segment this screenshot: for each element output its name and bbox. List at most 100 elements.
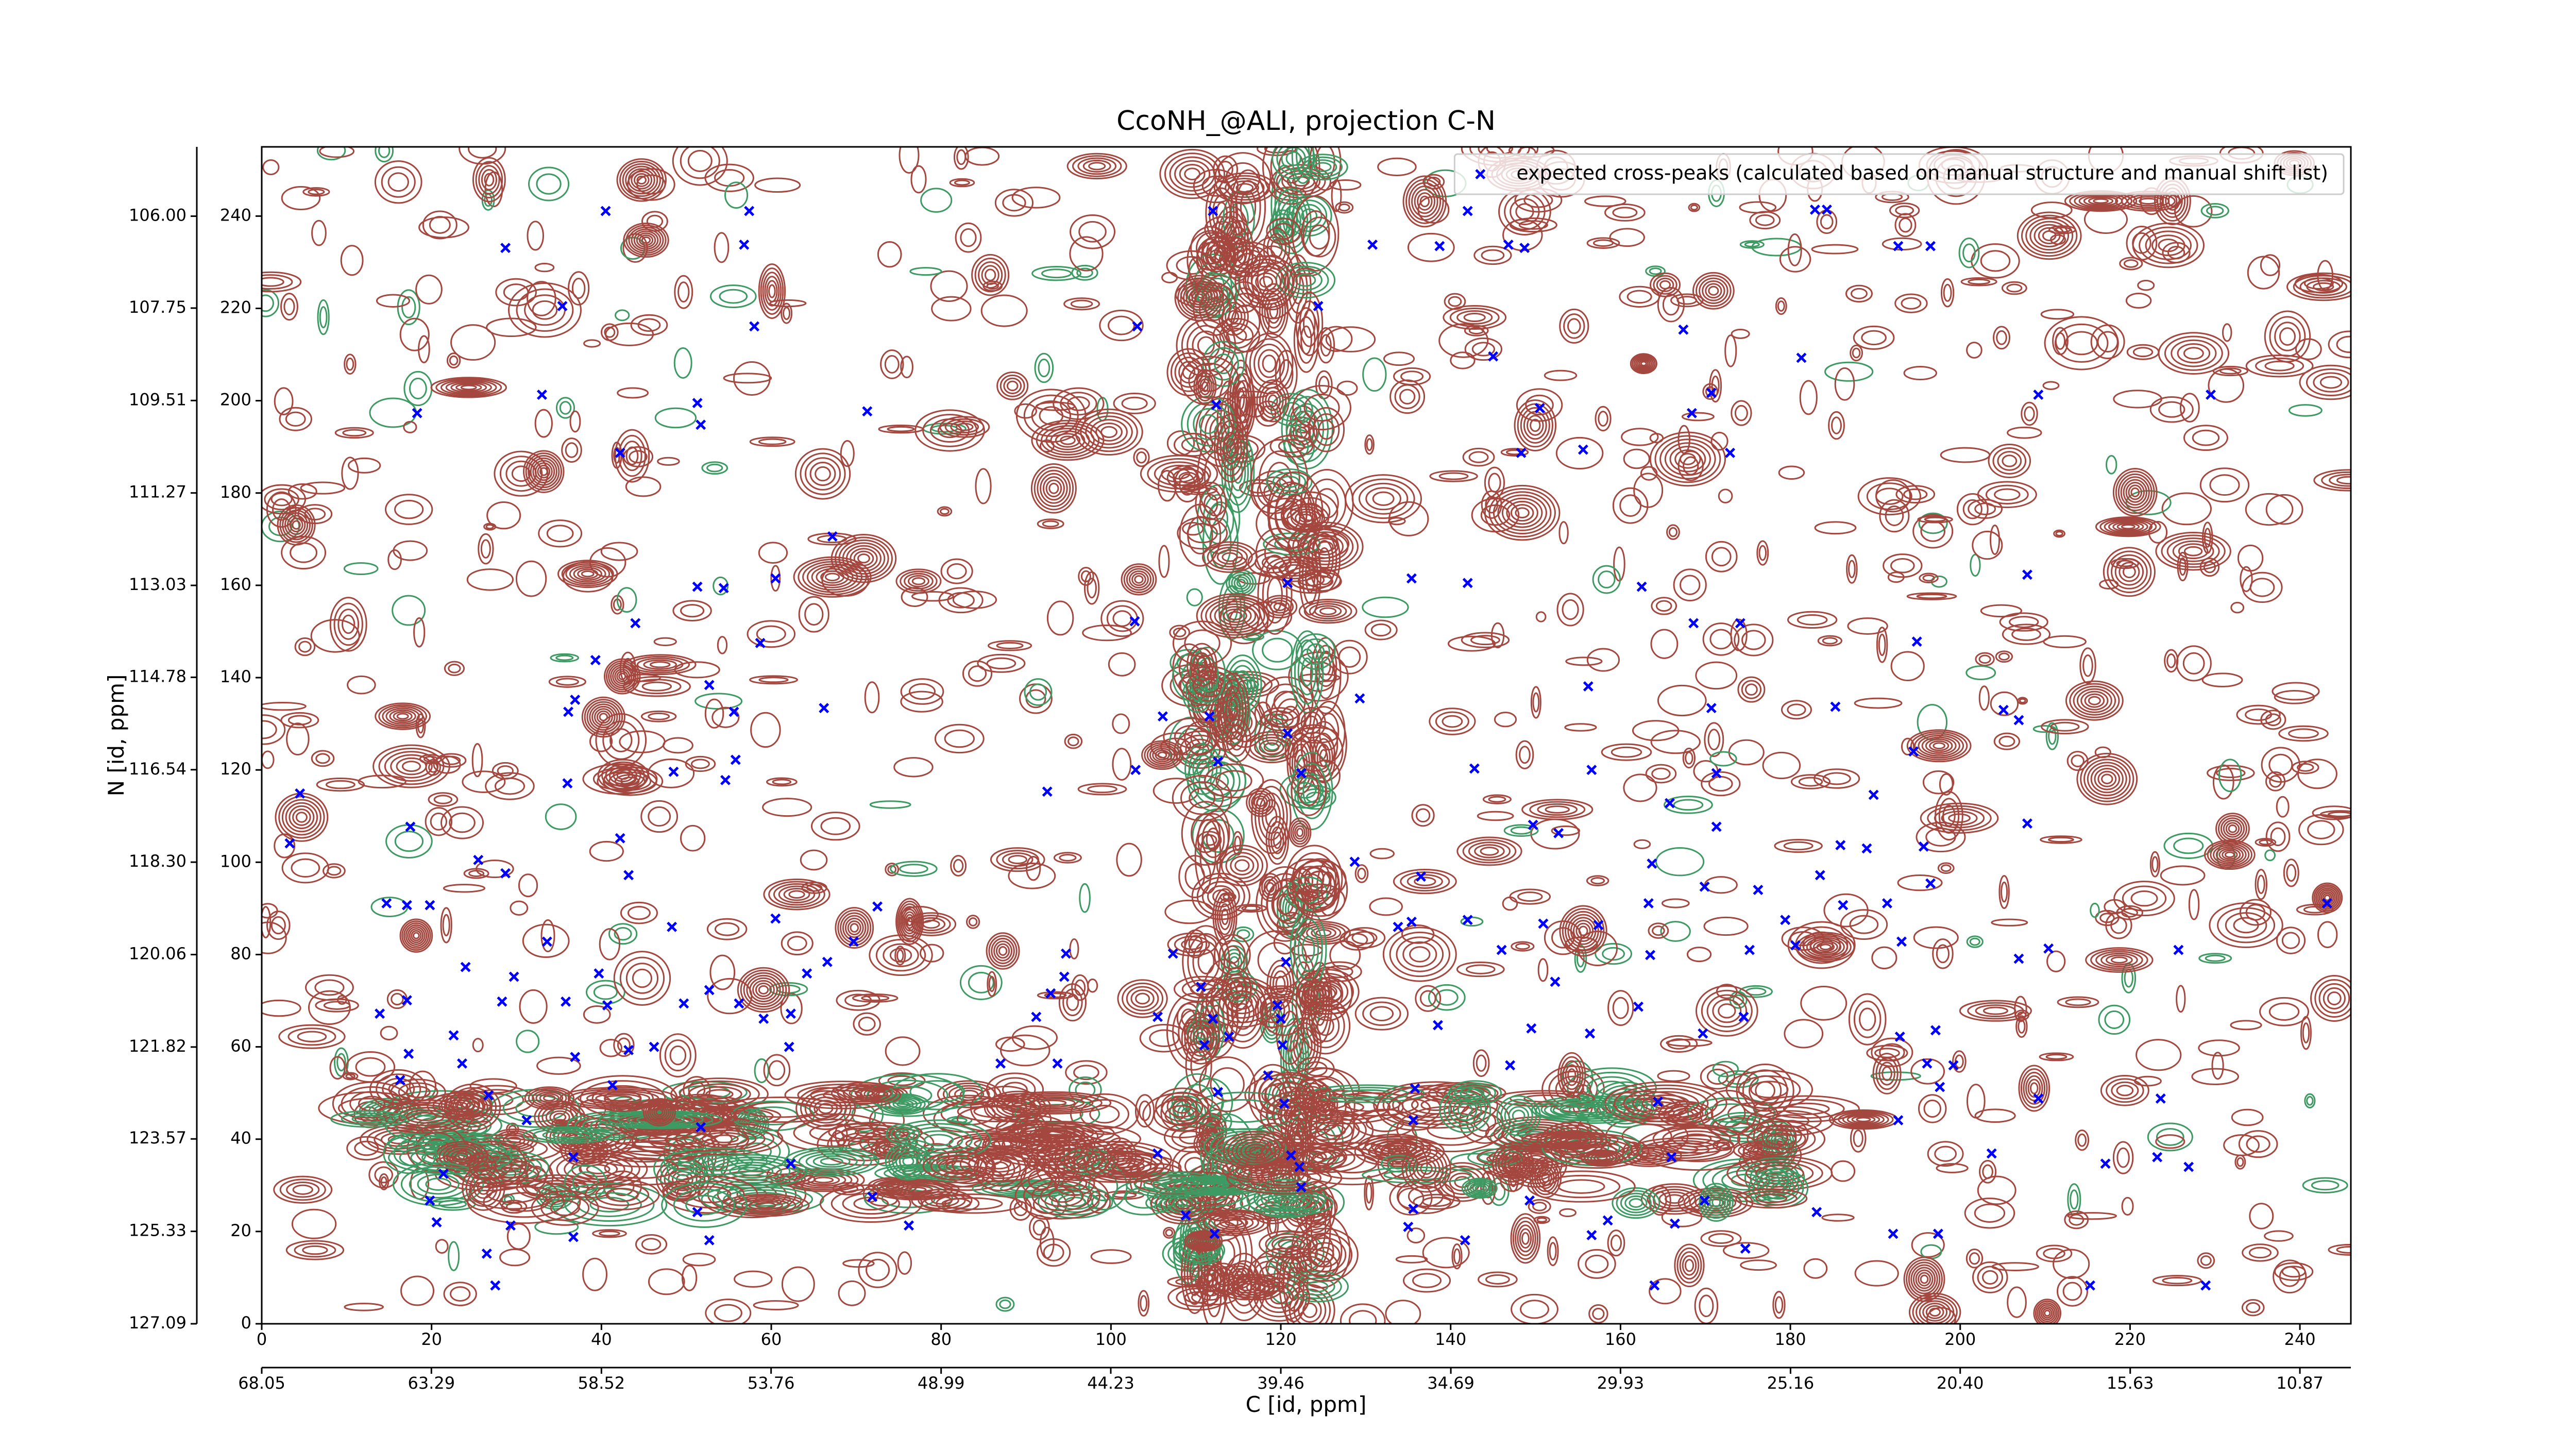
contour: [1590, 877, 1605, 885]
contour: [1202, 1211, 1265, 1234]
contour: [979, 1152, 1021, 1187]
contour: [811, 565, 854, 588]
contour: [1377, 1140, 1412, 1153]
contour: [1602, 947, 1625, 961]
contour: [405, 924, 428, 947]
cross-peak: [1157, 711, 1168, 722]
contour: [842, 915, 867, 941]
contour: [540, 919, 555, 952]
y2-tick-label: 125.33: [129, 1221, 187, 1240]
contour: [262, 999, 301, 1017]
contour: [1581, 1149, 1624, 1167]
contour: [1966, 342, 1982, 359]
contour: [475, 161, 503, 198]
contour: [262, 294, 274, 312]
contour: [1196, 236, 1236, 277]
contour: [1025, 1130, 1088, 1170]
contour: [902, 1156, 914, 1167]
contour: [1294, 825, 1306, 840]
contour: [1183, 1240, 1206, 1305]
contour: [899, 1153, 918, 1169]
contour: [1225, 852, 1259, 879]
contour: [631, 1122, 750, 1157]
contour: [1613, 546, 1625, 582]
contour: [477, 1181, 490, 1195]
contour: [266, 491, 297, 528]
contour: [316, 778, 365, 792]
contour: [1662, 1127, 1731, 1151]
contour: [1389, 931, 1450, 978]
contour: [1325, 965, 1353, 979]
contour: [1936, 1163, 1969, 1173]
cross-peak: [1496, 945, 1507, 955]
contour: [1190, 647, 1214, 682]
contour: [1291, 199, 1328, 232]
contour: [2272, 682, 2320, 701]
contour: [996, 642, 1024, 649]
contour: [1205, 180, 1239, 247]
contour: [1475, 1185, 1484, 1191]
contour: [308, 990, 351, 1025]
contour: [2264, 1230, 2294, 1242]
contour: [2021, 214, 2078, 257]
contour: [717, 636, 728, 654]
contour: [2166, 537, 2220, 565]
contour: [1997, 451, 2022, 471]
legend-label: expected cross-peaks (calculated based o…: [1516, 162, 2328, 184]
contour: [2200, 1255, 2212, 1266]
contour: [1737, 676, 1766, 703]
contour: [1670, 293, 1704, 308]
contour: [1278, 439, 1305, 453]
chart-title: CcoNH_@ALI, projection C-N: [1116, 106, 1496, 137]
contour: [1307, 643, 1325, 660]
contour: [375, 702, 431, 730]
cross-peak: [770, 573, 781, 584]
contour: [1031, 1180, 1092, 1211]
contour: [1138, 1100, 1151, 1121]
contour: [1095, 422, 1123, 442]
contour: [909, 1080, 965, 1103]
contour: [1601, 743, 1652, 761]
contour: [896, 949, 904, 962]
contour: [499, 1249, 531, 1267]
contour: [1480, 847, 1499, 856]
contour: [1461, 1177, 1498, 1199]
cross-peak: [570, 695, 581, 705]
contour: [343, 562, 379, 576]
contour: [1673, 799, 1704, 811]
contour: [532, 1128, 603, 1142]
y-tick-label: 0: [241, 1313, 251, 1333]
contour: [1279, 476, 1300, 488]
cross-peak: [1550, 976, 1561, 987]
contour: [1485, 1274, 1510, 1285]
contour: [1965, 665, 1996, 681]
cross-peak: [1699, 1195, 1710, 1206]
contour: [1940, 864, 1952, 872]
contour: [737, 1167, 765, 1176]
contour: [1169, 625, 1191, 640]
cross-peak: [1585, 1028, 1596, 1039]
contour: [1916, 1298, 1955, 1324]
contour: [422, 210, 457, 240]
contour: [1633, 356, 1654, 372]
cross-peak: [1406, 916, 1417, 927]
contour: [553, 1113, 567, 1122]
cross-peak: [1861, 843, 1872, 854]
contour: [1183, 282, 1216, 314]
contour: [2158, 401, 2185, 418]
contour: [2130, 890, 2158, 907]
contour: [383, 1133, 437, 1174]
contour: [1199, 290, 1231, 329]
contour: [594, 708, 613, 726]
contour: [1037, 518, 1064, 529]
contour: [534, 462, 553, 481]
contour: [1294, 639, 1320, 705]
legend-marker: [1475, 169, 1486, 179]
contour: [1085, 415, 1133, 449]
contour: [1735, 1188, 1808, 1209]
contour: [1558, 521, 1569, 545]
contour: [1318, 713, 1340, 751]
contour: [2260, 254, 2281, 276]
contour: [2255, 357, 2304, 375]
contour: [1319, 607, 1337, 615]
